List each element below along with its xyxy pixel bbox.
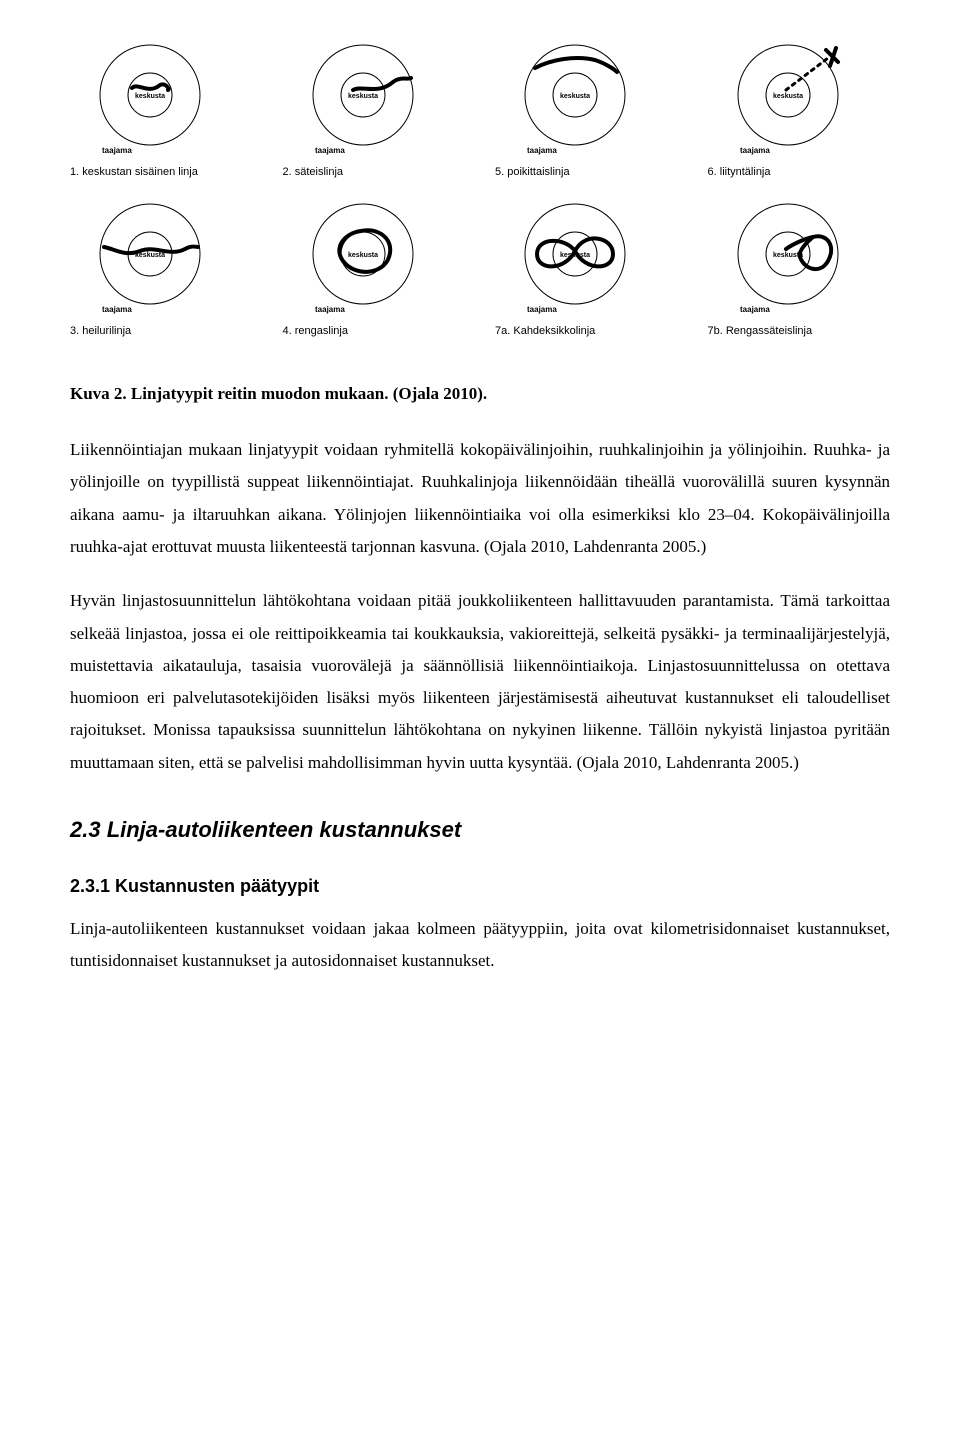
diagram-caption: 6. liityntälinja — [708, 162, 891, 183]
diagram-label: keskustan sisäinen linja — [82, 166, 198, 178]
diagram-caption: 1. keskustan sisäinen linja — [70, 162, 253, 183]
diagram-3: keskusta taajama 3. heilurilinja — [70, 199, 253, 348]
diagram-num: 1. — [70, 166, 79, 178]
svg-text:taajama: taajama — [315, 146, 345, 155]
diagram-caption: 5. poikittaislinja — [495, 162, 678, 183]
heading-2-3: 2.3 Linja-autoliikenteen kustannukset — [70, 809, 890, 851]
diagram-1: keskusta taajama 1. keskustan sisäinen l… — [70, 40, 253, 189]
diagram-5: keskusta taajama 5. poikittaislinja — [495, 40, 678, 189]
svg-text:keskusta: keskusta — [348, 93, 378, 100]
figure-caption: Kuva 2. Linjatyypit reitin muodon mukaan… — [70, 378, 890, 410]
svg-text:taajama: taajama — [740, 305, 770, 314]
svg-text:taajama: taajama — [527, 305, 557, 314]
diagram-grid: keskusta taajama 1. keskustan sisäinen l… — [70, 40, 890, 348]
svg-text:taajama: taajama — [740, 146, 770, 155]
diagram-caption: 2. säteislinja — [283, 162, 466, 183]
outer-label: taajama — [102, 146, 132, 155]
paragraph-1: Liikennöintiajan mukaan linjatyypit void… — [70, 434, 890, 563]
svg-text:keskusta: keskusta — [348, 252, 378, 259]
svg-text:keskusta: keskusta — [773, 93, 803, 100]
svg-text:taajama: taajama — [527, 146, 557, 155]
paragraph-2: Hyvän linjastosuunnittelun lähtökohtana … — [70, 585, 890, 779]
diagram-7b: keskusta taajama 7b. Rengassäteislinja — [708, 199, 891, 348]
svg-text:keskusta: keskusta — [560, 93, 590, 100]
diagram-2: keskusta taajama 2. säteislinja — [283, 40, 466, 189]
diagram-caption: 3. heilurilinja — [70, 321, 253, 342]
heading-2-3-1: 2.3.1 Kustannusten päätyypit — [70, 869, 890, 903]
paragraph-3: Linja-autoliikenteen kustannukset voidaa… — [70, 913, 890, 978]
inner-label: keskusta — [135, 93, 165, 100]
svg-text:taajama: taajama — [315, 305, 345, 314]
diagram-caption: 7a. Kahdeksikkolinja — [495, 321, 678, 342]
diagram-7a: keskusta taajama 7a. Kahdeksikkolinja — [495, 199, 678, 348]
diagram-4: keskusta taajama 4. rengaslinja — [283, 199, 466, 348]
diagram-caption: 4. rengaslinja — [283, 321, 466, 342]
svg-text:taajama: taajama — [102, 305, 132, 314]
diagram-6: keskusta taajama 6. liityntälinja — [708, 40, 891, 189]
diagram-caption: 7b. Rengassäteislinja — [708, 321, 891, 342]
